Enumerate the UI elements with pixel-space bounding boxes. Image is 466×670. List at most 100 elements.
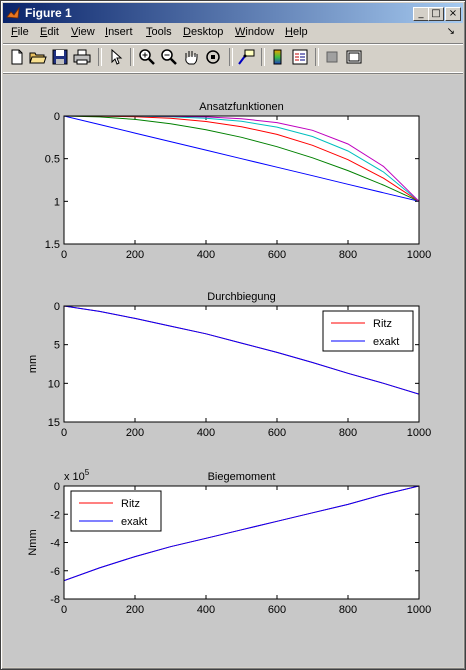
zoom-in-button[interactable] (137, 47, 157, 67)
menu-view[interactable]: View (71, 26, 95, 38)
print-icon (73, 49, 91, 65)
x-tick-label: 1000 (407, 427, 431, 439)
axes-ansatzfunktionen[interactable]: Ansatzfunktionen 0 200 400 600 800 1000 0 0.5 1 1.… (45, 101, 432, 261)
rotate-3d-button[interactable] (203, 47, 223, 67)
x-tick-label: 800 (339, 427, 357, 439)
zoom-out-button[interactable] (159, 47, 179, 67)
menu-edit[interactable]: Edit (40, 26, 59, 38)
print-button[interactable] (72, 47, 92, 67)
series-line-4 (64, 116, 419, 202)
x-tick-label: 1000 (407, 604, 431, 616)
zoom-in-icon (139, 49, 155, 65)
menu-window[interactable]: Window (235, 26, 275, 38)
y-tick-label: -6 (50, 566, 60, 578)
chart-title: Ansatzfunktionen (199, 101, 283, 113)
maximize-button[interactable]: □ (428, 7, 444, 21)
series-line-exakt (64, 486, 419, 582)
data-cursor-icon (238, 49, 255, 65)
x-tick-label: 200 (126, 427, 144, 439)
axes-durchbiegung[interactable]: Durchbiegung 0 200 400 600 800 1000 0 5 10 15 mm Rit… (27, 291, 431, 439)
plot-area (64, 116, 419, 244)
close-button[interactable]: × (445, 7, 461, 21)
series-line-0 (64, 116, 419, 202)
colorbar-button[interactable] (268, 47, 288, 67)
legend-box (70, 490, 162, 532)
save-button[interactable] (50, 47, 70, 67)
y-tick-label: 0.5 (45, 154, 60, 166)
rotate-3d-icon (206, 50, 220, 64)
x-tick-label: 0 (61, 427, 67, 439)
y-tick-label: 1.5 (45, 239, 60, 251)
select-arrow-icon (111, 48, 123, 65)
data-cursor-button[interactable] (236, 47, 256, 67)
y-tick-label: 0 (54, 301, 60, 313)
legend-box (322, 310, 414, 352)
open-file-icon (29, 52, 47, 64)
x-tick-label: 0 (61, 604, 67, 616)
x-tick-label: 600 (268, 604, 286, 616)
menu-insert[interactable]: Insert (105, 26, 133, 38)
menu-file[interactable]: File (11, 26, 29, 38)
show-plot-tools-icon (346, 50, 362, 64)
dock-arrow-icon[interactable]: ↘ (446, 26, 455, 37)
maximize-icon: □ (431, 8, 441, 19)
y-tick-label: -4 (50, 538, 60, 550)
axes-frame (63, 485, 420, 600)
title-bar[interactable]: Figure 1 _ □ × (3, 3, 463, 23)
new-figure-button[interactable] (7, 47, 27, 67)
select-button[interactable] (106, 47, 126, 67)
y-axis-label: Nmm (27, 529, 39, 555)
axes-frame (63, 115, 420, 245)
window-title: Figure 1 (25, 6, 72, 20)
legend[interactable]: Ritz exakt (322, 310, 414, 352)
y-tick-label: -8 (50, 594, 60, 606)
y-tick-label: 15 (48, 417, 60, 429)
legend-label: Ritz (121, 498, 140, 510)
x-tick-label: 200 (126, 249, 144, 261)
legend-label: exakt (373, 336, 399, 348)
toolbar-separator (98, 48, 102, 66)
y-tick-label: 10 (48, 378, 60, 390)
toolbar-separator (130, 48, 134, 66)
show-plot-tools-button[interactable] (344, 47, 364, 67)
chart-title: Durchbiegung (207, 291, 276, 303)
x-tick-label: 400 (197, 604, 215, 616)
y-tick-label: 1 (54, 196, 60, 208)
new-figure-icon (11, 49, 23, 65)
close-icon: × (448, 8, 458, 19)
y-tick-label: 0 (54, 111, 60, 123)
figure-toolbar (3, 43, 463, 73)
minimize-icon: _ (418, 8, 424, 19)
toolbar-separator (229, 48, 233, 66)
hide-plot-tools-icon (326, 51, 338, 63)
x-tick-label: 800 (339, 604, 357, 616)
legend-button[interactable] (290, 47, 310, 67)
hide-plot-tools-button[interactable] (322, 47, 342, 67)
menu-tools[interactable]: Tools (146, 26, 172, 38)
x-tick-label: 1000 (407, 249, 431, 261)
x-tick-label: 600 (268, 249, 286, 261)
x-tick-label: 800 (339, 249, 357, 261)
toolbar-separator (315, 48, 319, 66)
legend[interactable]: Ritz exakt (70, 490, 162, 532)
menu-desktop[interactable]: Desktop (183, 26, 224, 38)
x-tick-label: 0 (61, 249, 67, 261)
open-file-button[interactable] (28, 47, 48, 67)
x-tick-label: 400 (197, 427, 215, 439)
colorbar-icon (273, 49, 282, 65)
pan-button[interactable] (181, 47, 201, 67)
menu-help[interactable]: Help (285, 26, 308, 38)
pan-hand-icon (185, 51, 198, 65)
minimize-button[interactable]: _ (413, 7, 429, 21)
figure-canvas: Ansatzfunktionen 0 200 400 600 800 1000 0 0.5 1 1.… (3, 75, 463, 667)
axes-biegemoment[interactable]: Biegemoment 0 200 400 600 800 1000 -8 -6 -4 -2 0 Nmm… (27, 468, 431, 616)
legend-icon (292, 49, 308, 65)
y-scale-multiplier: x 105 (64, 468, 90, 483)
x-tick-label: 600 (268, 427, 286, 439)
legend-label: exakt (121, 516, 147, 528)
matlab-logo-icon (6, 6, 20, 19)
y-tick-label: 0 (54, 481, 60, 493)
chart-title: Biegemoment (208, 471, 276, 483)
